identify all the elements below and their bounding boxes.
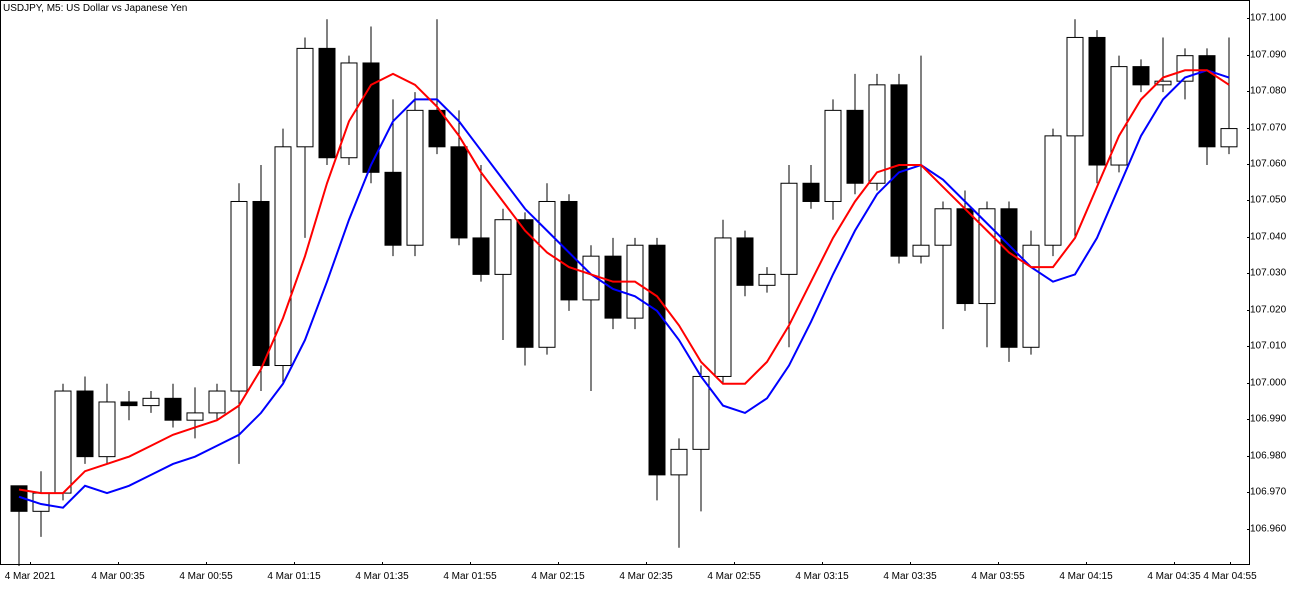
candle	[825, 110, 841, 201]
candle	[737, 238, 753, 285]
candle	[11, 486, 27, 512]
x-axis-label: 4 Mar 03:35	[883, 571, 936, 582]
candle	[77, 391, 93, 457]
x-axis-label: 4 Mar 01:35	[355, 571, 408, 582]
x-axis-label: 4 Mar 01:55	[443, 571, 496, 582]
y-axis-label: 107.050	[1250, 195, 1286, 206]
candle	[341, 63, 357, 158]
candle	[803, 183, 819, 201]
y-axis-label: 106.980	[1250, 450, 1286, 461]
candle	[165, 398, 181, 420]
candle	[671, 449, 687, 475]
y-axis: 106.960 106.970 106.980 106.990 107.000 107.0…	[1250, 0, 1297, 565]
candle	[1001, 209, 1017, 348]
y-axis-label: 107.040	[1250, 231, 1286, 242]
candle	[715, 238, 731, 377]
x-axis: 4 Mar 2021 4 Mar 00:35 4 Mar 00:55 4 Mar 01…	[0, 565, 1250, 594]
candle	[583, 256, 599, 300]
candles-layer	[1, 1, 1251, 566]
candle	[429, 110, 445, 146]
indicators-layer	[1, 1, 1251, 566]
candle	[979, 209, 995, 304]
candle	[517, 220, 533, 348]
candle	[231, 201, 247, 391]
candle	[1221, 129, 1237, 147]
candlestick-chart[interactable]: USDJPY, M5: US Dollar vs Japanese Yen	[0, 0, 1250, 565]
x-axis-label: 4 Mar 04:15	[1059, 571, 1112, 582]
candle	[319, 48, 335, 157]
candle	[539, 201, 555, 347]
candle	[781, 183, 797, 274]
candle	[847, 110, 863, 183]
candle	[1155, 81, 1171, 85]
ma-line	[19, 70, 1229, 507]
x-axis-label: 4 Mar 00:55	[179, 571, 232, 582]
y-axis-label: 106.970	[1250, 487, 1286, 498]
candle	[407, 110, 423, 245]
candle	[275, 147, 291, 366]
candle	[913, 245, 929, 256]
y-axis-label: 107.010	[1250, 341, 1286, 352]
candle	[209, 391, 225, 413]
candle	[385, 172, 401, 245]
x-axis-label: 4 Mar 03:55	[971, 571, 1024, 582]
y-axis-label: 107.000	[1250, 377, 1286, 388]
candle	[891, 85, 907, 256]
x-axis-label: 4 Mar 02:35	[619, 571, 672, 582]
x-axis-label: 4 Mar 02:15	[531, 571, 584, 582]
candle	[297, 48, 313, 146]
candle	[33, 493, 49, 511]
candle	[99, 402, 115, 457]
x-axis-label: 4 Mar 04:35	[1147, 571, 1200, 582]
y-axis-label: 107.100	[1250, 13, 1286, 24]
x-axis-label: 4 Mar 01:15	[267, 571, 320, 582]
candle	[473, 238, 489, 274]
ma-line	[19, 70, 1229, 493]
candle	[253, 201, 269, 365]
candle	[1177, 56, 1193, 82]
candle	[187, 413, 203, 420]
x-axis-label: 4 Mar 03:15	[795, 571, 848, 582]
y-axis-label: 106.960	[1250, 523, 1286, 534]
candle	[1045, 136, 1061, 245]
x-axis-label: 4 Mar 00:35	[91, 571, 144, 582]
candle	[143, 398, 159, 405]
candle	[121, 402, 137, 406]
y-axis-label: 107.060	[1250, 159, 1286, 170]
y-axis-label: 107.020	[1250, 304, 1286, 315]
x-axis-label: 4 Mar 2021	[5, 571, 56, 582]
candle	[649, 245, 665, 475]
candle	[1199, 56, 1215, 147]
y-axis-label: 106.990	[1250, 414, 1286, 425]
candle	[1023, 245, 1039, 347]
candle	[1067, 37, 1083, 135]
candle	[1089, 37, 1105, 165]
y-axis-label: 107.090	[1250, 49, 1286, 60]
candle	[759, 274, 775, 285]
x-axis-label: 4 Mar 04:55	[1203, 571, 1256, 582]
candle	[693, 376, 709, 449]
candle	[1133, 67, 1149, 85]
candle	[451, 147, 467, 238]
y-axis-label: 107.080	[1250, 86, 1286, 97]
candle	[363, 63, 379, 172]
candle	[55, 391, 71, 493]
candle	[957, 209, 973, 304]
y-axis-label: 107.030	[1250, 268, 1286, 279]
candle	[935, 209, 951, 245]
chart-title: USDJPY, M5: US Dollar vs Japanese Yen	[3, 3, 187, 14]
candle	[1111, 67, 1127, 165]
candle	[495, 220, 511, 275]
x-axis-label: 4 Mar 02:55	[707, 571, 760, 582]
candle	[627, 245, 643, 318]
candle	[869, 85, 885, 183]
candle	[561, 201, 577, 299]
candle	[605, 256, 621, 318]
plot-area	[1, 1, 1251, 566]
y-axis-label: 107.070	[1250, 122, 1286, 133]
